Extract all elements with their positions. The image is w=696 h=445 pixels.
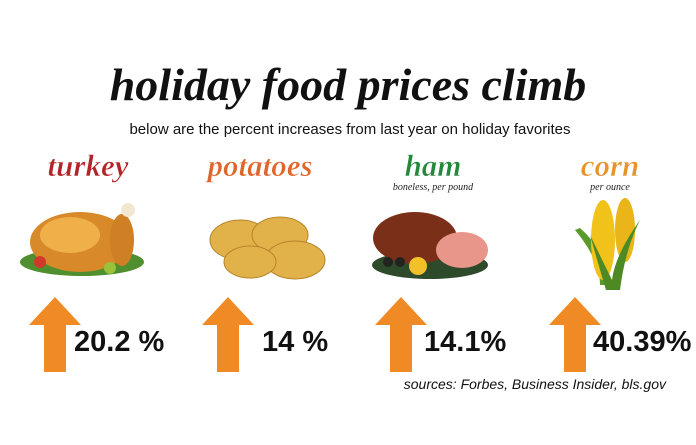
title: holiday food prices climb (110, 59, 587, 110)
increase-label: 20.2 % (74, 326, 164, 358)
increase-label: 14 % (262, 326, 328, 358)
turkey-image (20, 203, 144, 276)
subtitle: below are the percent increases from las… (129, 121, 570, 138)
item-name: corn (581, 148, 640, 183)
item-note: boneless, per pound (393, 182, 474, 193)
up-arrows (29, 297, 601, 372)
ham-image (372, 212, 488, 279)
corn-image (575, 198, 640, 290)
increase-label: 40.39% (593, 326, 692, 358)
item-name: ham (405, 148, 462, 183)
item-note: per ounce (589, 182, 630, 193)
sources: sources: Forbes, Business Insider, bls.g… (404, 376, 667, 392)
item-name: turkey (48, 148, 129, 183)
increase-label: 14.1% (424, 326, 506, 358)
item-name: potatoes (204, 148, 312, 183)
potatoes-image (209, 216, 326, 280)
